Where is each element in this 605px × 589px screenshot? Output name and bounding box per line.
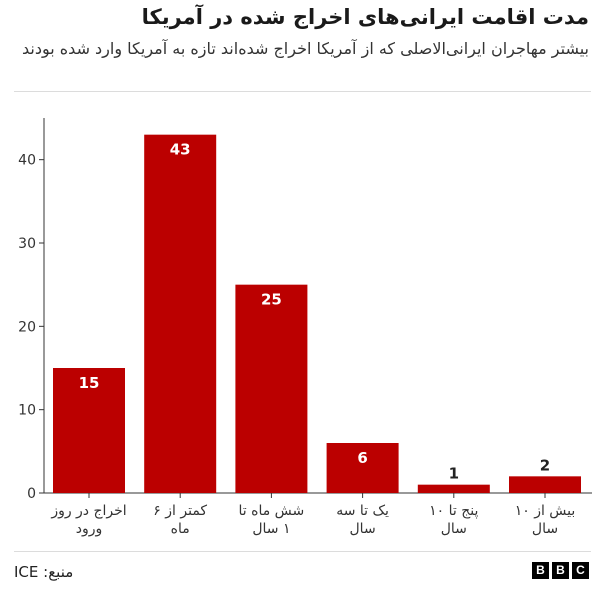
x-tick-label: ماه	[171, 521, 190, 537]
y-tick-label: 20	[18, 319, 36, 335]
bar-value-label: 2	[540, 456, 550, 474]
x-tick-label: اخراج در روز	[50, 503, 126, 519]
bar-value-label: 43	[170, 141, 191, 159]
x-tick-label: بیش از ۱۰	[515, 503, 576, 519]
y-tick-label: 30	[18, 236, 36, 252]
bar-chart: 0 10 20 30 40 15 اخراج در روز ورود 43 کمتر از ۶ ما…	[18, 118, 592, 537]
bar	[509, 476, 581, 493]
bar-value-label: 1	[449, 465, 459, 483]
bar	[235, 284, 308, 493]
y-tick-label: 40	[18, 153, 36, 169]
x-tick-label: سال	[350, 521, 376, 537]
header-divider	[14, 91, 591, 92]
y-tick-label: 10	[18, 403, 36, 419]
footer-divider	[14, 551, 591, 552]
x-tick-label: یک تا سه	[336, 503, 389, 519]
bar-value-label: 15	[79, 374, 100, 392]
bar	[53, 368, 125, 493]
x-tick-label: سال	[532, 521, 558, 537]
x-tick-label: سال	[441, 521, 467, 537]
chart-subtitle: بیشتر مهاجران ایرانی‌الاصلی که از آمریکا…	[22, 39, 589, 58]
source-note: منبع: ICE	[14, 563, 74, 581]
bbc-logo-letter: B	[532, 562, 549, 579]
bar	[144, 134, 217, 493]
bbc-logo-letter: B	[552, 562, 569, 579]
chart-title: مدت اقامت ایرانی‌های اخراج شده در آمریکا	[141, 5, 589, 29]
x-tick-label: شش ماه تا	[239, 503, 305, 519]
x-tick-label: ورود	[76, 521, 103, 537]
bar-value-label: 25	[261, 291, 282, 309]
x-tick-label: ۱ سال	[252, 521, 290, 537]
bar-value-label: 6	[357, 449, 367, 467]
y-tick-label: 0	[27, 486, 36, 502]
bar	[417, 484, 490, 493]
bbc-logo-letter: C	[572, 562, 589, 579]
bar	[326, 443, 399, 493]
x-tick-label: پنج تا ۱۰	[429, 503, 478, 519]
bbc-logo: B B C	[532, 562, 589, 579]
x-tick-label: کمتر از ۶	[153, 503, 207, 519]
